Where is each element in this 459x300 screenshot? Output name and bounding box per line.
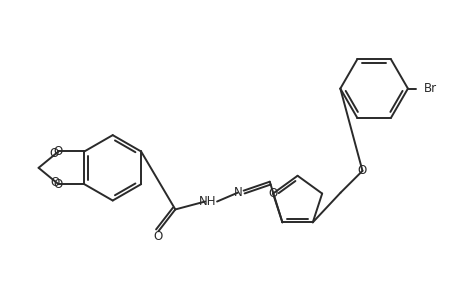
Bar	[51, 179, 65, 189]
Text: O: O	[51, 176, 60, 189]
Text: O: O	[54, 145, 63, 158]
Text: O: O	[357, 164, 366, 177]
Bar	[356, 166, 368, 176]
Bar	[150, 227, 166, 241]
Text: O: O	[153, 230, 162, 243]
Bar	[197, 196, 217, 208]
Text: O: O	[54, 178, 63, 191]
Text: N: N	[233, 186, 242, 199]
Bar	[267, 189, 278, 199]
Text: Br: Br	[423, 82, 436, 95]
Text: O: O	[268, 187, 277, 200]
Bar	[51, 146, 65, 156]
Text: NH: NH	[198, 195, 215, 208]
Bar	[231, 188, 243, 198]
Text: O: O	[50, 147, 59, 160]
